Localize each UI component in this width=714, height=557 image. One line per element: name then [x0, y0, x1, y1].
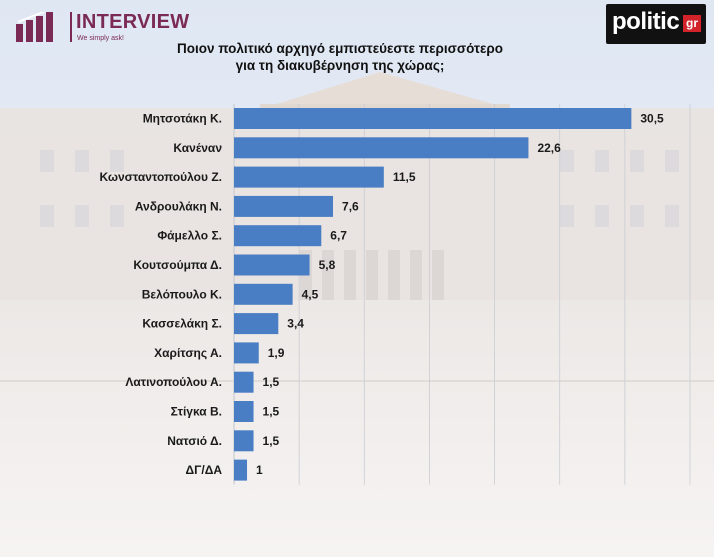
bar: [234, 430, 254, 452]
category-label: Χαρίτσης Α.: [154, 346, 222, 360]
category-label: Ανδρουλάκη Ν.: [135, 199, 222, 213]
data-label: 22,6: [537, 141, 561, 155]
data-label: 11,5: [393, 170, 416, 184]
category-label: Μητσοτάκη Κ.: [143, 112, 222, 126]
category-label: Κασσελάκη Σ.: [142, 317, 222, 331]
data-label: 1,5: [263, 434, 280, 448]
data-label: 1,5: [263, 375, 280, 389]
bar: [234, 342, 259, 364]
chart-title: Ποιον πολιτικό αρχηγό εμπιστεύεστε περισ…: [130, 40, 550, 74]
data-label: 1,5: [263, 405, 280, 419]
bar: [234, 371, 254, 393]
category-label: Κανέναν: [173, 141, 222, 155]
category-label: Κουτσούμπα Δ.: [133, 258, 222, 272]
bar: [234, 195, 334, 217]
data-label: 7,6: [342, 199, 359, 213]
category-label: Βελόπουλο Κ.: [142, 287, 222, 301]
logo-divider: [70, 12, 72, 42]
bar: [234, 401, 254, 422]
category-label: Νατσιό Δ.: [167, 434, 222, 448]
bar: [234, 137, 529, 159]
politic-logo-suffix: gr: [683, 15, 701, 32]
labels: Μητσοτάκη Κ. 30,5 Κανέναν 22,6 Κωνσταντοπούλ…: [99, 112, 664, 478]
category-label: Κωνσταντοπούλου Ζ.: [99, 170, 222, 184]
bar: [234, 225, 322, 247]
category-label: ΔΓ/ΔΑ: [186, 463, 223, 477]
interview-logo: INTERVIEW We simply ask!: [14, 10, 189, 46]
brand-tagline: We simply ask!: [77, 35, 124, 42]
politic-gr-logo: politic gr: [606, 4, 706, 44]
chart-title-line-2: για τη διακυβέρνηση της χώρας;: [235, 58, 445, 73]
data-label: 3,4: [287, 317, 304, 331]
data-label: 1: [256, 463, 263, 477]
brand-name: INTERVIEW: [76, 11, 190, 33]
data-label: 6,7: [330, 229, 347, 243]
politic-logo-word: politic: [612, 8, 680, 35]
category-label: Φάμελλο Σ.: [157, 229, 222, 243]
bar: [234, 254, 310, 276]
chart-title-line-1: Ποιον πολιτικό αρχηγό εμπιστεύεστε περισ…: [176, 41, 504, 56]
data-label: 5,8: [319, 258, 336, 272]
bar-chart-logo-icon: [16, 12, 53, 42]
bar: [234, 283, 293, 305]
bars: [234, 108, 632, 481]
bar: [234, 459, 248, 481]
data-label: 30,5: [640, 112, 664, 126]
bar: [234, 108, 632, 129]
bar: [234, 313, 279, 335]
data-label: 1,9: [268, 346, 285, 360]
category-label: Λατινοπούλου Α.: [125, 375, 222, 389]
category-label: Στίγκα Β.: [171, 405, 222, 419]
bar: [234, 166, 384, 188]
data-label: 4,5: [302, 287, 319, 301]
